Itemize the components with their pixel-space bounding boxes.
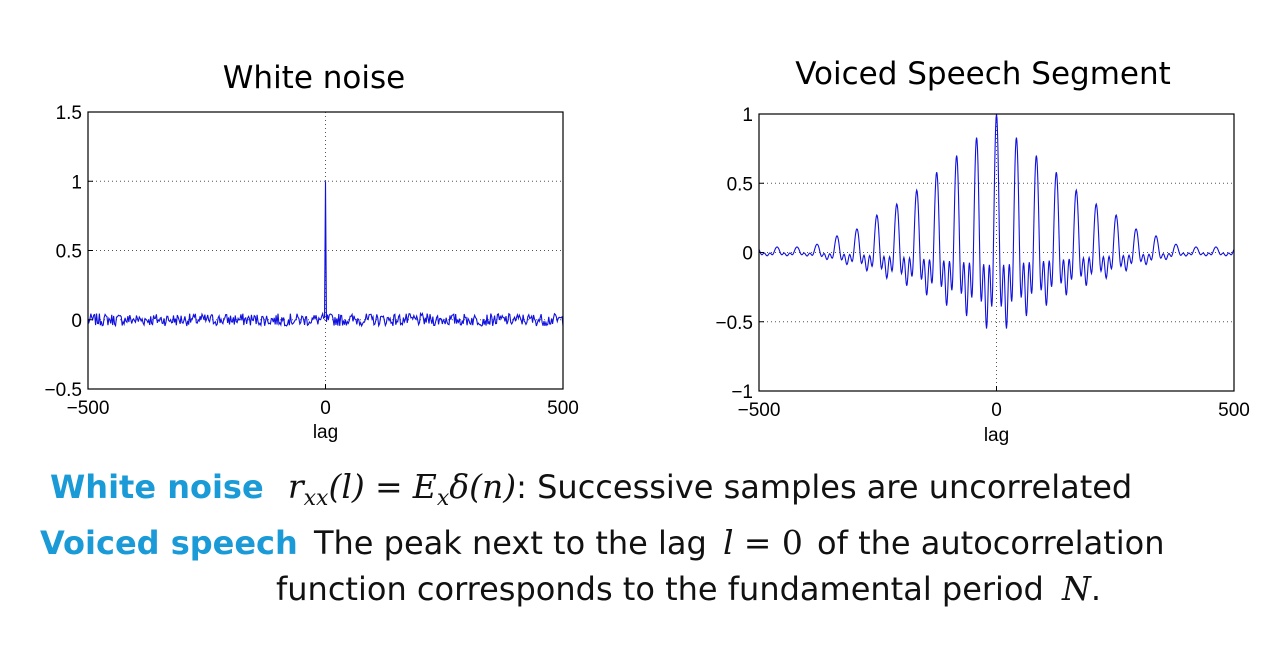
y-tick-label: 1 <box>71 172 82 193</box>
formula-r: r <box>287 467 304 506</box>
formula-E-subscript: x <box>436 486 450 511</box>
x-axis-label: lag <box>984 425 1009 446</box>
tick-labels: −1 −0.5 0 0.5 1 −500 0 500 <box>715 105 1249 421</box>
chart-title: Voiced Speech Segment <box>795 56 1171 92</box>
plots-canvas: White noise −0.5 0 0.5 1 1.5 −500 0 500 lag Voi… <box>44 56 1249 446</box>
white-noise-text: : Successive samples are uncorrelated <box>516 468 1133 506</box>
formula-l: (l) <box>328 467 365 506</box>
x-tick-label: 0 <box>991 400 1002 421</box>
y-tick-label: 1.5 <box>56 103 82 124</box>
formula-E: E <box>412 467 437 506</box>
white-noise-keyword: White noise <box>50 468 264 506</box>
chart-title: White noise <box>223 60 405 96</box>
formula-equals: = <box>374 467 403 506</box>
voiced-text-c: function corresponds to the fundamental … <box>276 570 1044 608</box>
y-tick-label: −0.5 <box>715 313 753 334</box>
y-tick-label: 0.5 <box>727 174 753 195</box>
x-axis-label: lag <box>313 422 338 443</box>
voiced-speech-keyword: Voiced speech <box>40 524 298 562</box>
formula-r-subscript: xx <box>303 486 329 511</box>
y-tick-label: 1 <box>742 105 753 126</box>
series-line <box>87 181 564 328</box>
voiced-speech-chart: Voiced Speech Segment −1 −0.5 0 0.5 1 −500 0 50… <box>715 56 1249 446</box>
math-equals-zero: = 0 <box>743 523 803 562</box>
y-tick-label: −0.5 <box>44 380 82 401</box>
y-tick-label: 0 <box>71 311 82 332</box>
white-noise-description: White noise rxx(l) = Exδ(n): Successive … <box>50 470 1132 510</box>
tick-labels: −0.5 0 0.5 1 1.5 −500 0 500 <box>44 103 578 419</box>
voiced-speech-description: Voiced speech The peak next to the lag l… <box>40 526 1164 559</box>
x-tick-label: 500 <box>547 398 579 419</box>
formula-delta: δ(n) <box>449 467 517 506</box>
math-l: l <box>723 523 734 562</box>
voiced-speech-description-cont: function corresponds to the fundamental … <box>276 572 1101 605</box>
x-tick-label: −500 <box>67 398 110 419</box>
y-tick-label: 0.5 <box>56 242 82 263</box>
voiced-text-b: of the autocorrelation <box>817 524 1165 562</box>
gridlines <box>759 114 1234 391</box>
math-N: N <box>1062 569 1091 608</box>
plot-frame <box>758 113 1235 392</box>
x-tick-label: 0 <box>320 398 331 419</box>
period: . <box>1090 570 1102 608</box>
white-noise-chart: White noise −0.5 0 0.5 1 1.5 −500 0 500 lag <box>44 60 578 443</box>
y-tick-label: 0 <box>742 244 753 265</box>
y-tick-label: −1 <box>731 382 753 403</box>
x-tick-label: 500 <box>1218 400 1250 421</box>
voiced-text-a: The peak next to the lag <box>313 524 707 562</box>
x-tick-label: −500 <box>738 400 781 421</box>
